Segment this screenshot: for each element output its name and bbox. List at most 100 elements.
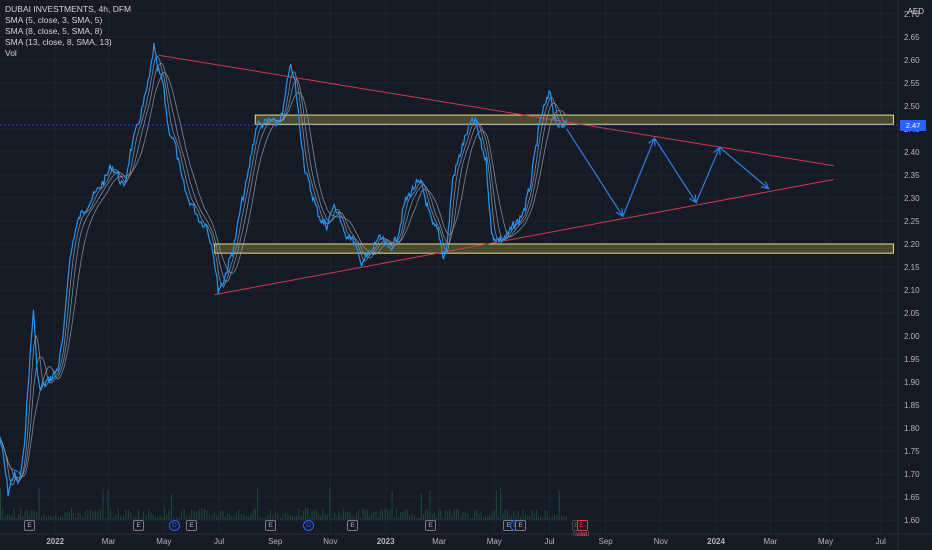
volume-bar	[4, 516, 6, 520]
volume-bar	[145, 514, 147, 520]
volume-bar	[353, 516, 355, 520]
volume-bar	[406, 508, 408, 520]
volume-bar	[422, 514, 424, 520]
volume-bar	[491, 511, 493, 520]
volume-bar	[26, 509, 28, 520]
sma-line	[0, 55, 567, 486]
volume-bar	[554, 515, 556, 520]
y-tick-label: 2.20	[904, 240, 920, 249]
volume-bar	[375, 510, 377, 520]
projection-segment	[622, 137, 656, 217]
last-price-tag: 2.47	[900, 120, 926, 131]
volume-bar	[157, 516, 159, 520]
volume-bar	[313, 509, 315, 520]
price-axis[interactable]: 1.60 1.65 1.70 1.75 1.80 1.85 1.90 1.95 2.00 2.05…	[904, 10, 920, 525]
volume-bar	[6, 515, 8, 520]
volume-bar	[132, 517, 134, 520]
volume-bar	[127, 509, 129, 520]
x-tick-label: Sep	[268, 537, 283, 546]
volume-bar	[155, 516, 157, 520]
volume-bar	[166, 513, 168, 520]
volume-bar	[245, 515, 247, 520]
volume-bar	[186, 516, 188, 520]
volume-bar	[168, 509, 170, 520]
dividend-marker[interactable]: D	[303, 520, 314, 531]
earnings-marker[interactable]: E	[265, 520, 276, 531]
volume-bar	[143, 511, 145, 520]
earnings-marker[interactable]: E	[425, 520, 436, 531]
price-line	[0, 42, 568, 497]
volume-bar	[193, 511, 195, 520]
volume-bar	[549, 517, 551, 520]
volume-bar	[535, 509, 537, 520]
volume-bar	[77, 512, 79, 520]
volume-bar	[150, 512, 152, 520]
x-tick-label: 2024	[707, 537, 725, 546]
volume-bar	[435, 517, 437, 520]
chart-title[interactable]: DUBAI INVESTMENTS, 4h, DFM	[5, 4, 132, 14]
indicator-volume[interactable]: Vol	[5, 48, 17, 58]
indicator-sma-8[interactable]: SMA (8, close, 5, SMA, 8)	[5, 26, 103, 36]
volume-bar	[495, 490, 497, 520]
volume-bar	[60, 516, 62, 520]
volume-bar	[254, 508, 256, 520]
volume-bar	[544, 509, 546, 520]
volume-bar	[362, 508, 364, 520]
volume-bar	[94, 510, 96, 520]
volume-bar	[480, 512, 482, 520]
volume-bar	[269, 510, 271, 520]
volume-bar	[208, 514, 210, 520]
indicator-sma-5[interactable]: SMA (5, close, 3, SMA, 5)	[5, 15, 103, 25]
volume-bar	[66, 512, 68, 520]
volume-bar	[527, 515, 529, 520]
volume-bar	[102, 488, 104, 520]
volume-bar	[393, 517, 395, 520]
volume-bar	[248, 516, 250, 520]
volume-bar	[368, 515, 370, 520]
volume-bar	[107, 489, 109, 520]
earnings-marker[interactable]: E	[133, 520, 144, 531]
volume-bar	[504, 509, 506, 520]
volume-bar	[565, 516, 567, 520]
volume-bar	[218, 515, 220, 520]
sma-line	[0, 62, 567, 482]
volume-bar	[485, 515, 487, 520]
earnings-marker[interactable]: E	[515, 520, 526, 531]
volume-bar	[551, 516, 553, 520]
volume-bar	[522, 510, 524, 520]
earnings-marker[interactable]: E	[24, 520, 35, 531]
volume-bar	[377, 517, 379, 520]
volume-bar	[433, 512, 435, 520]
volume-bar	[360, 517, 362, 520]
time-axis[interactable]: 2022 Mar May Jul Sep Nov 2023 Mar May Jul Sep Nov 20…	[46, 537, 886, 546]
projection-segment	[653, 137, 697, 203]
volume-bar	[125, 509, 127, 520]
volume-bar	[196, 510, 198, 520]
y-tick-label: 2.65	[904, 33, 920, 42]
volume-bar	[324, 514, 326, 520]
volume-bar	[334, 512, 336, 520]
volume-bar	[28, 515, 30, 520]
volume-bar	[46, 516, 48, 520]
indicator-sma-13[interactable]: SMA (13, close, 8, SMA, 13)	[5, 37, 112, 47]
volume-bar	[400, 512, 402, 520]
volume-bar	[161, 517, 163, 520]
volume-bar	[402, 511, 404, 520]
volume-bar	[379, 509, 381, 520]
earnings-marker-upcoming[interactable]: E-red	[577, 520, 588, 538]
projection-path	[566, 128, 770, 218]
volume-bar	[511, 515, 513, 520]
y-tick-label: 1.95	[904, 355, 920, 364]
earnings-marker[interactable]: E	[186, 520, 197, 531]
volume-bar	[502, 513, 504, 520]
earnings-marker[interactable]: E	[347, 520, 358, 531]
dividend-marker[interactable]: D	[169, 520, 180, 531]
volume-bar	[231, 516, 233, 520]
volume-bar	[170, 494, 172, 520]
y-tick-label: 1.80	[904, 424, 920, 433]
volume-bar	[173, 517, 175, 520]
trendline	[214, 179, 834, 296]
volume-bar	[296, 515, 298, 520]
volume-bar	[262, 517, 264, 520]
